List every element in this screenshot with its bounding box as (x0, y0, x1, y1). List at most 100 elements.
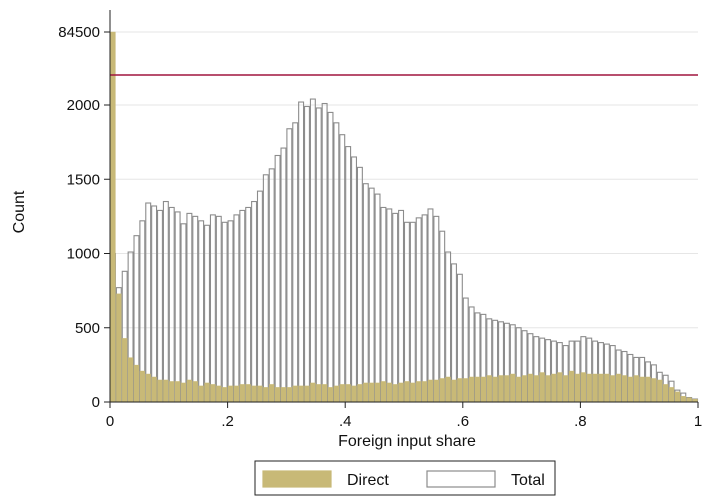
bar-direct (633, 375, 639, 402)
bar-direct (186, 379, 193, 402)
bar-direct (404, 381, 410, 402)
bar-direct (516, 376, 522, 402)
bar-direct (668, 387, 675, 402)
bar-direct (663, 384, 669, 402)
bar-direct (127, 357, 134, 402)
bar-direct (463, 378, 469, 402)
bar-direct (174, 381, 181, 402)
x-tick-label: .8 (574, 413, 587, 430)
bar-direct (604, 373, 610, 402)
y-axis-title: Count (11, 190, 28, 233)
legend: Direct Total (254, 460, 556, 496)
bar-direct (504, 375, 510, 402)
bar-direct (251, 385, 257, 402)
bar-direct (521, 375, 528, 402)
bar-direct (245, 384, 251, 402)
bar-direct (410, 382, 416, 402)
x-axis-title: Foreign input share (338, 433, 476, 450)
bar-direct (421, 381, 428, 402)
bar-direct (468, 376, 475, 402)
bar-direct (492, 376, 498, 402)
y-tick-label: 2000 (67, 97, 100, 114)
bar-direct (151, 376, 157, 402)
bar-direct (580, 372, 586, 402)
bar-direct (451, 379, 457, 402)
x-tick-label: .2 (221, 413, 234, 430)
bar-direct (574, 373, 581, 402)
bar-direct (657, 379, 663, 402)
bar-direct (321, 384, 328, 402)
x-axis-ticks: 0 .2 .4 .6 .8 1 (106, 402, 702, 430)
y-tick-label: 1500 (67, 171, 100, 188)
bar-direct (439, 378, 445, 402)
bar-direct (639, 376, 645, 402)
bar-direct (474, 376, 481, 402)
legend-swatch-total (426, 470, 496, 488)
bar-direct (386, 382, 392, 402)
bar-direct (116, 293, 122, 402)
bar-direct (227, 385, 234, 402)
bar-direct (427, 379, 434, 402)
bar-direct (416, 381, 422, 402)
bar-direct (180, 382, 187, 402)
bar-direct (298, 385, 304, 402)
axes (109, 10, 698, 403)
bar-direct (686, 397, 692, 402)
bar-direct (139, 370, 145, 402)
bar-direct (122, 338, 128, 402)
bar-direct (380, 381, 387, 402)
bar-direct (280, 387, 287, 402)
bar-direct (269, 384, 275, 402)
y-tick-label: 0 (92, 394, 100, 411)
bar-direct (133, 364, 140, 402)
bar-direct (274, 387, 281, 402)
bar-direct (627, 376, 634, 402)
bar-direct (457, 378, 463, 402)
bar-direct (598, 373, 604, 402)
bar-direct (563, 375, 569, 402)
bar-direct (369, 382, 375, 402)
bar-direct (198, 385, 204, 402)
bar-direct (333, 385, 340, 402)
legend-swatch-direct (262, 470, 332, 488)
bar-direct (157, 379, 163, 402)
bar-direct (316, 384, 322, 402)
bar-direct (680, 396, 686, 402)
bar-direct (445, 376, 451, 402)
y-tick-label: 84500 (58, 24, 100, 41)
bar-direct (480, 376, 487, 402)
bar-direct (592, 373, 598, 402)
bar-direct (545, 375, 551, 402)
bar-direct (257, 385, 263, 402)
bar-direct (145, 373, 151, 402)
bar-direct (163, 379, 169, 402)
bar-direct (216, 385, 222, 402)
bar-direct (304, 385, 310, 402)
bar-direct (204, 382, 210, 402)
bar-direct (110, 31, 116, 402)
bar-direct (210, 384, 216, 402)
bar-direct (645, 376, 651, 402)
y-axis-ticks: 0 500 1000 1500 2000 84500 (58, 24, 110, 411)
bar-direct (498, 375, 504, 402)
x-tick-label: 1 (694, 413, 702, 430)
bar-direct (374, 382, 381, 402)
bar-direct (586, 373, 592, 402)
bar-direct (398, 382, 404, 402)
bar-direct (222, 387, 228, 402)
bar-direct (533, 375, 539, 402)
bar-direct (527, 373, 534, 402)
bar-direct (357, 384, 363, 402)
bar-direct (192, 381, 198, 402)
bar-direct (568, 370, 575, 402)
bar-direct (339, 384, 345, 402)
bar-direct (610, 375, 616, 402)
bar-direct (392, 384, 398, 402)
y-tick-label: 1000 (67, 246, 100, 263)
bar-direct (263, 387, 269, 402)
x-tick-label: 0 (106, 413, 114, 430)
legend-label-total: Total (511, 472, 545, 489)
bar-direct (327, 387, 334, 402)
direct-series (110, 31, 698, 402)
